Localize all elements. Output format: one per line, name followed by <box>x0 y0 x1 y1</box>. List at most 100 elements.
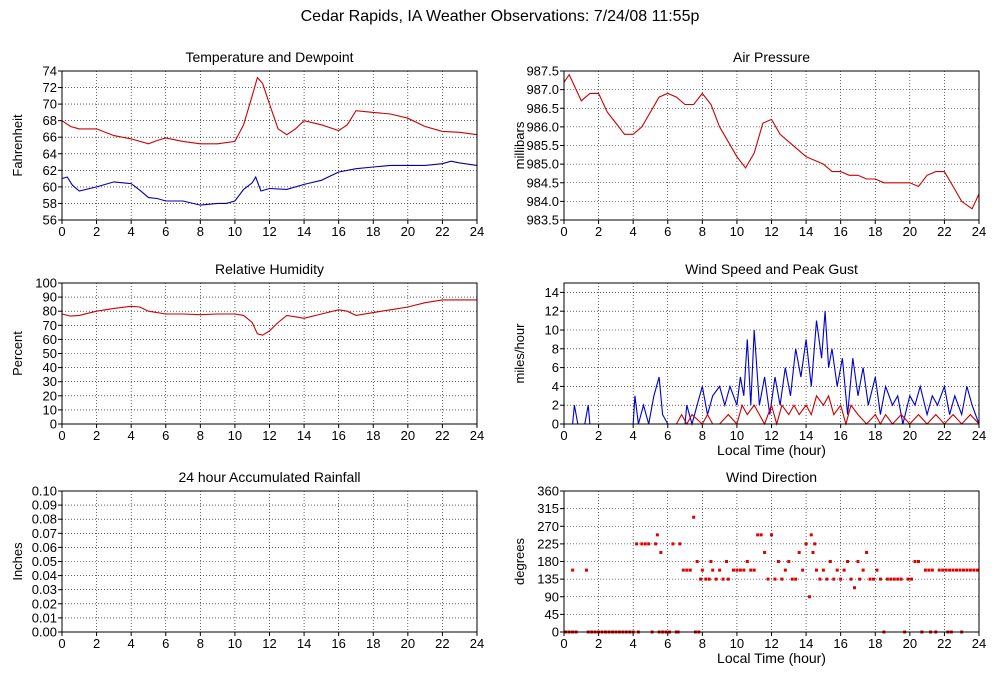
rain-y-tick-label: 0.03 <box>32 582 57 597</box>
direction-point <box>773 577 777 581</box>
direction-point <box>714 577 718 581</box>
temp-x-tick-label: 24 <box>470 224 484 239</box>
rain-x-tick-label: 8 <box>197 636 204 651</box>
direction-frame <box>563 490 980 633</box>
direction-point <box>856 560 860 563</box>
wind-y-tick-label: 10 <box>545 323 559 338</box>
rain-x-tick-label: 0 <box>58 636 65 651</box>
rain-y-axis-label: Inches <box>10 542 25 581</box>
humidity-x-tick-label: 0 <box>58 428 65 443</box>
pressure-x-tick-label: 12 <box>764 224 778 239</box>
rain-x-tick-label: 16 <box>331 636 345 651</box>
rain-y-tick-label: 0.06 <box>32 540 57 555</box>
direction-point <box>685 568 689 572</box>
wind-frame <box>563 282 980 425</box>
pressure-x-tick-label: 10 <box>730 224 744 239</box>
wind-y-tick-label: 14 <box>545 285 559 300</box>
wind-x-tick-label: 24 <box>972 428 986 443</box>
direction-point <box>738 568 742 572</box>
direction-point <box>659 550 663 554</box>
humidity-y-tick-label: 20 <box>43 388 57 403</box>
rain-y-tick-label: 0.01 <box>32 610 57 625</box>
direction-y-tick-label: 90 <box>545 589 559 604</box>
direction-point <box>654 542 658 546</box>
direction-y-tick-label: 270 <box>537 519 559 534</box>
humidity-y-tick-label: 70 <box>43 318 57 333</box>
direction-point <box>892 577 896 581</box>
direction-point <box>700 568 704 572</box>
direction-point <box>725 560 729 563</box>
temp-x-tick-label: 12 <box>262 224 276 239</box>
direction-point <box>635 542 639 546</box>
direction-point <box>825 577 829 581</box>
wind-x-tick-label: 18 <box>868 428 882 443</box>
direction-point <box>937 568 941 572</box>
humidity-x-tick-label: 14 <box>297 428 311 443</box>
direction-point <box>742 568 746 572</box>
pressure-frame <box>563 70 980 221</box>
rain-x-tick-label: 20 <box>401 636 415 651</box>
humidity-x-tick-label: 12 <box>262 428 276 443</box>
wind-x-tick-label: 14 <box>799 428 813 443</box>
temp-x-tick-label: 16 <box>331 224 345 239</box>
direction-point <box>961 568 965 572</box>
wind-x-tick-label: 20 <box>903 428 917 443</box>
rain-frame <box>61 490 478 633</box>
direction-point <box>704 577 708 581</box>
direction-x-tick-label: 14 <box>799 636 813 651</box>
temp-y-tick-label: 62 <box>43 163 57 178</box>
humidity-title: Relative Humidity <box>215 261 324 277</box>
pressure-y-tick-label: 987.5 <box>526 64 559 79</box>
direction-point <box>958 568 962 572</box>
pressure-y-tick-label: 985.5 <box>526 138 559 153</box>
pressure-x-tick-label: 22 <box>937 224 951 239</box>
rain-title: 24 hour Accumulated Rainfall <box>178 469 360 485</box>
direction-point <box>948 568 952 572</box>
direction-point <box>801 568 805 572</box>
pressure-x-tick-label: 24 <box>972 224 986 239</box>
humidity-x-tick-label: 22 <box>435 428 449 443</box>
rain-y-tick-label: 0.04 <box>32 568 57 583</box>
wind-x-tick-label: 0 <box>560 428 567 443</box>
direction-point <box>787 560 791 563</box>
temp-series-line-0 <box>61 76 478 145</box>
pressure-x-tick-label: 14 <box>799 224 813 239</box>
pressure-x-tick-label: 8 <box>699 224 706 239</box>
temp-x-tick-label: 22 <box>435 224 449 239</box>
temp-x-tick-label: 0 <box>58 224 65 239</box>
wind-x-axis-label: Local Time (hour) <box>717 442 826 458</box>
wind-series-line-0 <box>564 311 980 427</box>
direction-point <box>745 560 749 563</box>
pressure-y-tick-label: 986.5 <box>526 101 559 116</box>
direction-point <box>699 577 703 581</box>
direction-point <box>951 568 955 572</box>
direction-point <box>955 568 959 572</box>
direction-point <box>916 560 920 563</box>
rain-y-tick-label: 0.05 <box>32 554 57 569</box>
temp-chart: 0 2 4 6 8 10 12 14 16 18 20 22 245658606264666870727… <box>10 49 484 239</box>
direction-y-tick-label: 360 <box>537 484 559 499</box>
direction-point <box>770 533 773 537</box>
direction-point <box>868 577 872 581</box>
temp-x-tick-label: 14 <box>297 224 311 239</box>
direction-point <box>965 568 969 572</box>
humidity-y-tick-label: 40 <box>43 360 57 375</box>
direction-point <box>821 568 825 572</box>
direction-point <box>735 568 739 572</box>
pressure-series-line-0 <box>563 73 980 210</box>
direction-point <box>896 577 900 581</box>
direction-point <box>756 533 760 537</box>
direction-point <box>759 533 763 537</box>
direction-point <box>692 515 696 519</box>
temp-y-tick-label: 56 <box>43 213 57 228</box>
humidity-x-tick-label: 24 <box>470 428 484 443</box>
direction-point <box>968 568 972 572</box>
direction-x-tick-label: 6 <box>664 636 671 651</box>
direction-point <box>640 542 644 546</box>
pressure-y-tick-label: 983.5 <box>526 213 559 228</box>
direction-point <box>647 542 651 546</box>
direction-point <box>910 577 914 581</box>
temp-frame <box>61 70 478 221</box>
direction-y-tick-label: 135 <box>537 572 559 587</box>
